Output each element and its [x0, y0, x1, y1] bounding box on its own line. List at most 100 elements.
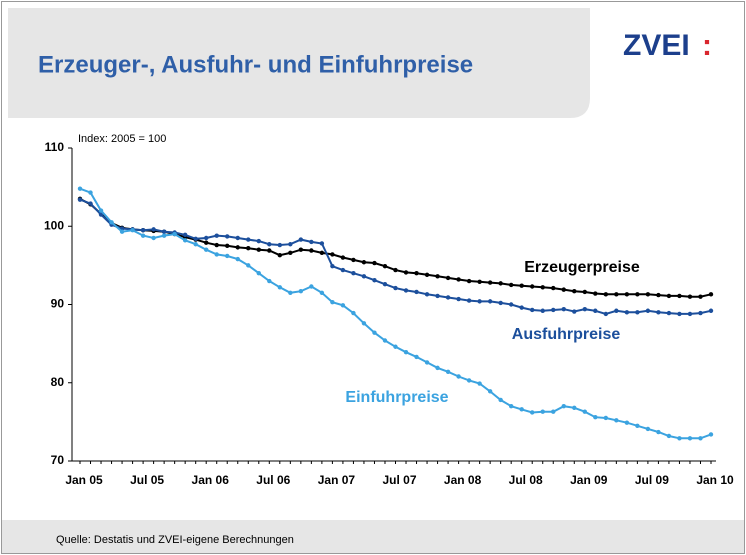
- point: [298, 247, 304, 252]
- x-tick-label: Jan 08: [444, 473, 482, 487]
- point: [445, 369, 451, 374]
- point: [687, 294, 693, 299]
- point: [109, 220, 114, 225]
- point: [593, 414, 598, 420]
- axis-subtitle: Index: 2005 = 100: [78, 133, 166, 145]
- point: [593, 308, 598, 313]
- x-tick-label: Jul 07: [382, 473, 416, 487]
- point: [635, 423, 640, 428]
- point: [687, 311, 693, 317]
- point: [645, 292, 651, 297]
- point: [582, 306, 587, 312]
- point: [351, 271, 356, 276]
- x-tick-label: Jul 09: [635, 473, 669, 487]
- title-panel: [8, 8, 590, 118]
- point: [372, 278, 377, 283]
- x-tick-label: Jan 05: [65, 473, 103, 487]
- point: [498, 281, 503, 286]
- point: [403, 288, 409, 293]
- point: [319, 241, 325, 246]
- point: [666, 310, 672, 316]
- point: [319, 290, 325, 295]
- point: [372, 260, 377, 266]
- point: [309, 284, 314, 289]
- point: [635, 292, 640, 297]
- point: [309, 248, 314, 253]
- point: [624, 292, 630, 297]
- point: [77, 186, 83, 191]
- point: [561, 306, 566, 312]
- point: [477, 381, 482, 386]
- point: [687, 436, 693, 441]
- point: [498, 300, 503, 306]
- point: [288, 242, 293, 247]
- point: [635, 310, 640, 315]
- point: [551, 409, 556, 414]
- point: [445, 295, 451, 300]
- point: [225, 253, 230, 259]
- x-tick-label: Jan 07: [318, 473, 356, 487]
- point: [214, 252, 219, 257]
- point: [519, 305, 524, 310]
- point: [572, 405, 577, 410]
- point: [477, 279, 482, 285]
- point: [540, 409, 545, 414]
- point: [330, 299, 335, 305]
- point: [372, 330, 377, 335]
- point: [677, 311, 682, 317]
- y-tick-label: 100: [44, 218, 64, 232]
- point: [519, 407, 524, 412]
- point: [530, 307, 535, 313]
- point: [572, 309, 577, 314]
- point: [172, 231, 177, 237]
- point: [277, 285, 283, 290]
- point: [140, 227, 146, 233]
- point: [508, 282, 514, 288]
- point: [561, 404, 566, 409]
- point: [277, 242, 283, 248]
- point: [445, 275, 451, 281]
- point: [645, 308, 651, 313]
- point: [477, 299, 482, 304]
- series-label: Einfuhrpreise: [345, 389, 448, 406]
- point: [624, 420, 630, 425]
- x-tick-label: Jul 06: [256, 473, 290, 487]
- y-tick-label: 80: [51, 375, 65, 389]
- point: [225, 243, 230, 249]
- point: [256, 247, 261, 252]
- point: [119, 229, 125, 234]
- point: [414, 271, 419, 276]
- point: [351, 257, 356, 263]
- point: [340, 267, 346, 273]
- point: [225, 234, 230, 239]
- point: [256, 238, 261, 244]
- point: [298, 237, 304, 242]
- point: [182, 232, 188, 238]
- point: [246, 245, 251, 251]
- point: [340, 303, 346, 308]
- y-tick-label: 90: [51, 297, 65, 311]
- point: [393, 344, 398, 349]
- point: [403, 350, 409, 355]
- point: [235, 235, 240, 241]
- point: [456, 277, 461, 282]
- point: [161, 229, 167, 234]
- point: [309, 239, 314, 245]
- point: [698, 294, 703, 299]
- point: [614, 308, 619, 313]
- point: [351, 310, 356, 316]
- point: [193, 242, 198, 247]
- point: [572, 288, 577, 294]
- x-tick-label: Jan 06: [192, 473, 230, 487]
- point: [88, 190, 93, 195]
- point: [403, 270, 409, 275]
- point: [140, 233, 146, 238]
- point: [246, 237, 251, 242]
- point: [361, 274, 367, 279]
- point: [677, 436, 682, 441]
- point: [656, 310, 661, 315]
- point: [708, 432, 714, 437]
- point: [277, 253, 283, 258]
- slide-title: Erzeuger-, Ausfuhr- und Einfuhrpreise: [38, 51, 473, 78]
